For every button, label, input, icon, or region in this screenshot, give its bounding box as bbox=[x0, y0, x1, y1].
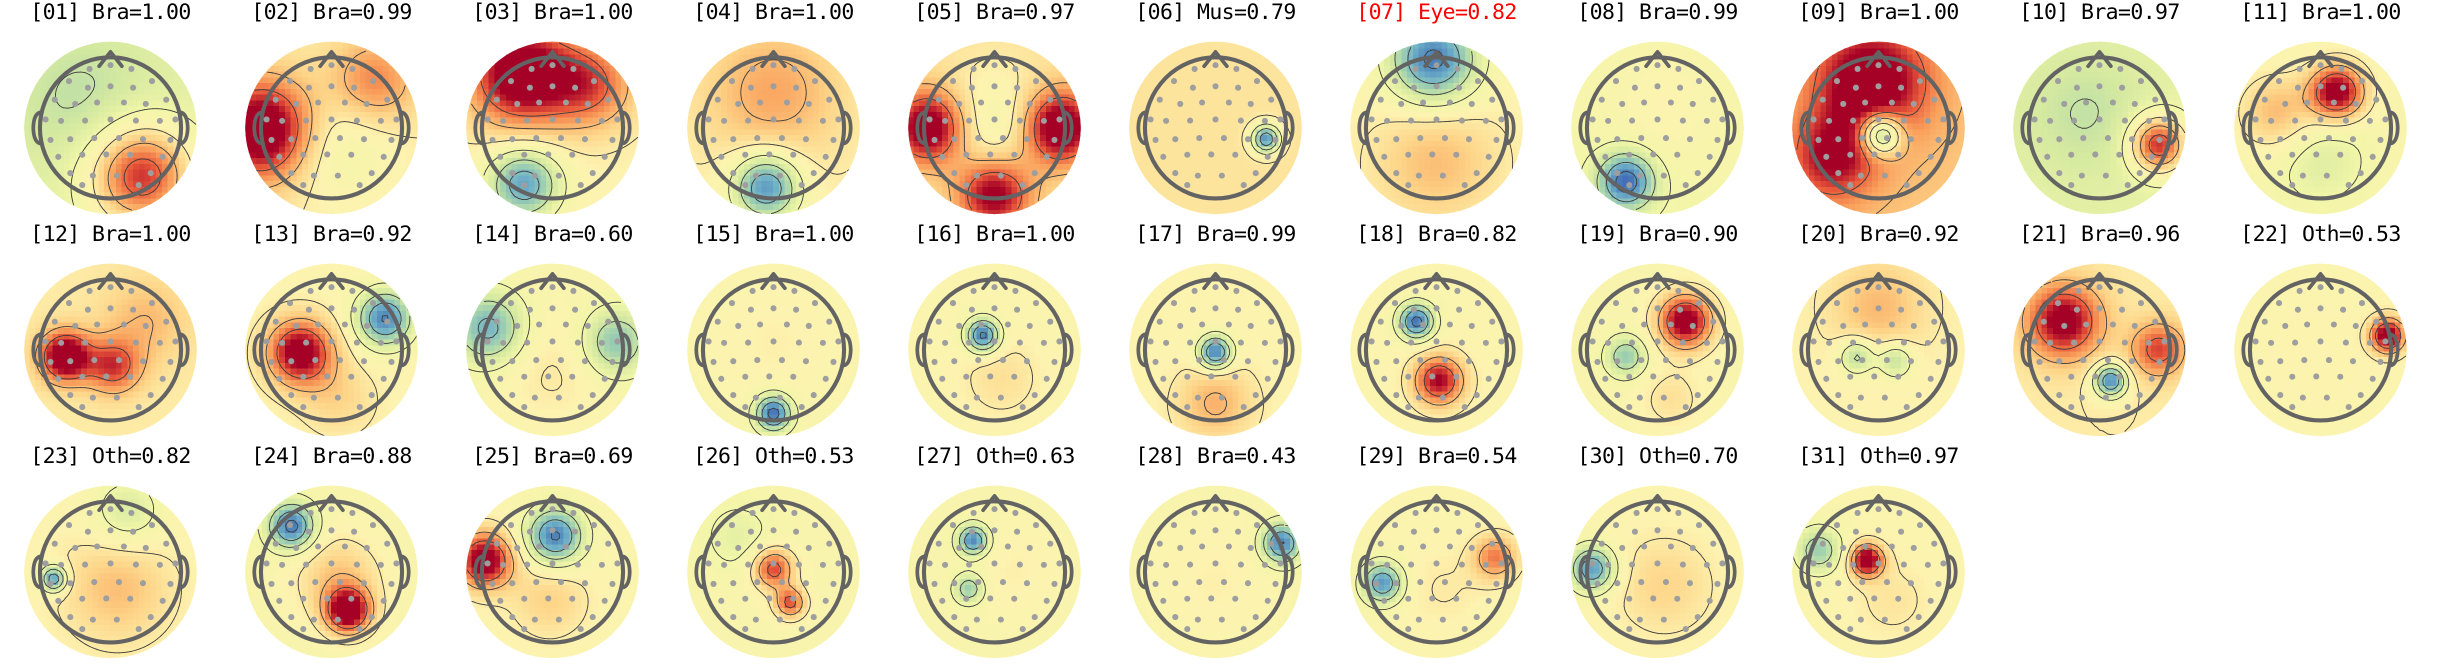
component-label: [24] Bra=0.88 bbox=[221, 444, 442, 470]
scalp-topography[interactable] bbox=[1547, 248, 1768, 444]
component-label: [21] Bra=0.96 bbox=[1989, 222, 2210, 248]
ica-component-cell[interactable]: [20] Bra=0.92 bbox=[1768, 222, 1989, 444]
component-label: [25] Bra=0.69 bbox=[442, 444, 663, 470]
ica-component-cell[interactable]: [27] Oth=0.63 bbox=[884, 444, 1105, 666]
ica-component-cell[interactable]: [28] Bra=0.43 bbox=[1105, 444, 1326, 666]
scalp-topography[interactable] bbox=[0, 248, 221, 444]
ica-component-cell[interactable]: [10] Bra=0.97 bbox=[1989, 0, 2210, 222]
ica-component-cell[interactable]: [18] Bra=0.82 bbox=[1326, 222, 1547, 444]
component-label: [07] Eye=0.82 bbox=[1326, 0, 1547, 26]
component-label: [18] Bra=0.82 bbox=[1326, 222, 1547, 248]
ica-component-cell[interactable]: [15] Bra=1.00 bbox=[663, 222, 884, 444]
component-label: [30] Oth=0.70 bbox=[1547, 444, 1768, 470]
scalp-topography[interactable] bbox=[442, 26, 663, 222]
scalp-topography[interactable] bbox=[1989, 248, 2210, 444]
component-label: [11] Bra=1.00 bbox=[2210, 0, 2431, 26]
component-label: [04] Bra=1.00 bbox=[663, 0, 884, 26]
scalp-topography[interactable] bbox=[1326, 470, 1547, 666]
component-label: [08] Bra=0.99 bbox=[1547, 0, 1768, 26]
component-label: [01] Bra=1.00 bbox=[0, 0, 221, 26]
component-label: [17] Bra=0.99 bbox=[1105, 222, 1326, 248]
ica-component-cell[interactable]: [13] Bra=0.92 bbox=[221, 222, 442, 444]
component-label: [20] Bra=0.92 bbox=[1768, 222, 1989, 248]
component-label: [03] Bra=1.00 bbox=[442, 0, 663, 26]
component-label: [16] Bra=1.00 bbox=[884, 222, 1105, 248]
ica-component-cell[interactable]: [09] Bra=1.00 bbox=[1768, 0, 1989, 222]
ica-component-cell[interactable]: [30] Oth=0.70 bbox=[1547, 444, 1768, 666]
component-label: [19] Bra=0.90 bbox=[1547, 222, 1768, 248]
scalp-topography[interactable] bbox=[1768, 26, 1989, 222]
ica-component-cell[interactable]: [23] Oth=0.82 bbox=[0, 444, 221, 666]
ica-component-cell[interactable]: [05] Bra=0.97 bbox=[884, 0, 1105, 222]
scalp-topography[interactable] bbox=[442, 470, 663, 666]
ica-component-cell[interactable]: [25] Bra=0.69 bbox=[442, 444, 663, 666]
component-label: [13] Bra=0.92 bbox=[221, 222, 442, 248]
ica-component-cell[interactable]: [29] Bra=0.54 bbox=[1326, 444, 1547, 666]
ica-component-cell[interactable]: [08] Bra=0.99 bbox=[1547, 0, 1768, 222]
scalp-topography[interactable] bbox=[442, 248, 663, 444]
ica-component-cell[interactable]: [17] Bra=0.99 bbox=[1105, 222, 1326, 444]
scalp-topography[interactable] bbox=[1547, 470, 1768, 666]
component-label: [23] Oth=0.82 bbox=[0, 444, 221, 470]
ica-component-cell[interactable]: [07] Eye=0.82 bbox=[1326, 0, 1547, 222]
component-label: [28] Bra=0.43 bbox=[1105, 444, 1326, 470]
scalp-topography[interactable] bbox=[1326, 26, 1547, 222]
scalp-topography[interactable] bbox=[1105, 470, 1326, 666]
ica-component-cell[interactable]: [21] Bra=0.96 bbox=[1989, 222, 2210, 444]
ica-component-cell[interactable]: [01] Bra=1.00 bbox=[0, 0, 221, 222]
ica-component-cell[interactable]: [03] Bra=1.00 bbox=[442, 0, 663, 222]
scalp-topography[interactable] bbox=[1768, 248, 1989, 444]
scalp-topography[interactable] bbox=[1547, 26, 1768, 222]
scalp-topography[interactable] bbox=[2210, 248, 2431, 444]
component-label: [02] Bra=0.99 bbox=[221, 0, 442, 26]
scalp-topography[interactable] bbox=[663, 26, 884, 222]
scalp-topography[interactable] bbox=[663, 248, 884, 444]
scalp-topography[interactable] bbox=[884, 248, 1105, 444]
scalp-topography[interactable] bbox=[221, 26, 442, 222]
component-label: [27] Oth=0.63 bbox=[884, 444, 1105, 470]
ica-component-cell[interactable]: [31] Oth=0.97 bbox=[1768, 444, 1989, 666]
component-label: [31] Oth=0.97 bbox=[1768, 444, 1989, 470]
ica-component-cell[interactable]: [16] Bra=1.00 bbox=[884, 222, 1105, 444]
ica-component-cell[interactable]: [04] Bra=1.00 bbox=[663, 0, 884, 222]
scalp-topography[interactable] bbox=[1768, 470, 1989, 666]
scalp-topography[interactable] bbox=[0, 26, 221, 222]
scalp-topography[interactable] bbox=[221, 248, 442, 444]
scalp-topography[interactable] bbox=[884, 470, 1105, 666]
scalp-topography[interactable] bbox=[2210, 26, 2431, 222]
component-label: [06] Mus=0.79 bbox=[1105, 0, 1326, 26]
scalp-topography[interactable] bbox=[1105, 248, 1326, 444]
ica-component-cell[interactable]: [22] Oth=0.53 bbox=[2210, 222, 2431, 444]
component-label: [05] Bra=0.97 bbox=[884, 0, 1105, 26]
component-label: [26] Oth=0.53 bbox=[663, 444, 884, 470]
ica-component-cell[interactable]: [24] Bra=0.88 bbox=[221, 444, 442, 666]
component-label: [15] Bra=1.00 bbox=[663, 222, 884, 248]
scalp-topography[interactable] bbox=[663, 470, 884, 666]
ica-component-cell[interactable]: [11] Bra=1.00 bbox=[2210, 0, 2431, 222]
ica-component-cell[interactable]: [14] Bra=0.60 bbox=[442, 222, 663, 444]
scalp-topography[interactable] bbox=[221, 470, 442, 666]
component-label: [29] Bra=0.54 bbox=[1326, 444, 1547, 470]
scalp-topography[interactable] bbox=[1105, 26, 1326, 222]
scalp-topography[interactable] bbox=[884, 26, 1105, 222]
scalp-topography[interactable] bbox=[1326, 248, 1547, 444]
ica-component-cell[interactable]: [06] Mus=0.79 bbox=[1105, 0, 1326, 222]
component-label: [12] Bra=1.00 bbox=[0, 222, 221, 248]
ica-component-cell[interactable]: [02] Bra=0.99 bbox=[221, 0, 442, 222]
ica-component-cell[interactable]: [19] Bra=0.90 bbox=[1547, 222, 1768, 444]
ica-component-cell[interactable]: [26] Oth=0.53 bbox=[663, 444, 884, 666]
component-label: [09] Bra=1.00 bbox=[1768, 0, 1989, 26]
ica-component-cell[interactable]: [12] Bra=1.00 bbox=[0, 222, 221, 444]
component-label: [10] Bra=0.97 bbox=[1989, 0, 2210, 26]
scalp-topography[interactable] bbox=[0, 470, 221, 666]
scalp-topography[interactable] bbox=[1989, 26, 2210, 222]
component-label: [22] Oth=0.53 bbox=[2210, 222, 2431, 248]
component-label: [14] Bra=0.60 bbox=[442, 222, 663, 248]
